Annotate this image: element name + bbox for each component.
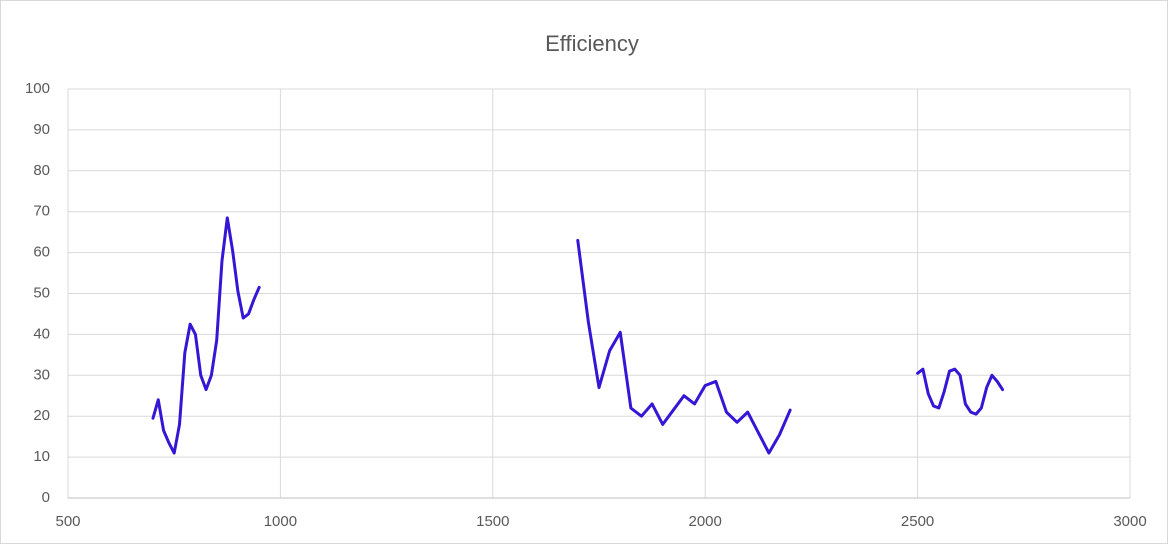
- x-tick-label: 2500: [901, 513, 934, 530]
- x-tick-label: 3000: [1113, 513, 1146, 530]
- y-tick-label: 20: [33, 407, 50, 424]
- chart-title: Efficiency: [545, 31, 639, 56]
- x-tick-label: 500: [55, 513, 80, 530]
- y-tick-label: 70: [33, 203, 50, 220]
- x-tick-label: 1500: [476, 513, 509, 530]
- y-tick-label: 10: [33, 448, 50, 465]
- y-tick-label: 80: [33, 162, 50, 179]
- y-tick-label: 40: [33, 325, 50, 342]
- line-series: [151, 216, 261, 455]
- y-tick-label: 30: [33, 366, 50, 383]
- y-tick-label: 60: [33, 244, 50, 261]
- y-tick-label: 0: [42, 489, 50, 506]
- y-tick-label: 50: [33, 284, 50, 301]
- y-tick-label: 100: [25, 80, 50, 97]
- line-series: [576, 238, 792, 455]
- x-tick-label: 2000: [689, 513, 722, 530]
- line-series: [916, 367, 1005, 416]
- y-tick-label: 90: [33, 121, 50, 138]
- x-tick-label: 1000: [264, 513, 297, 530]
